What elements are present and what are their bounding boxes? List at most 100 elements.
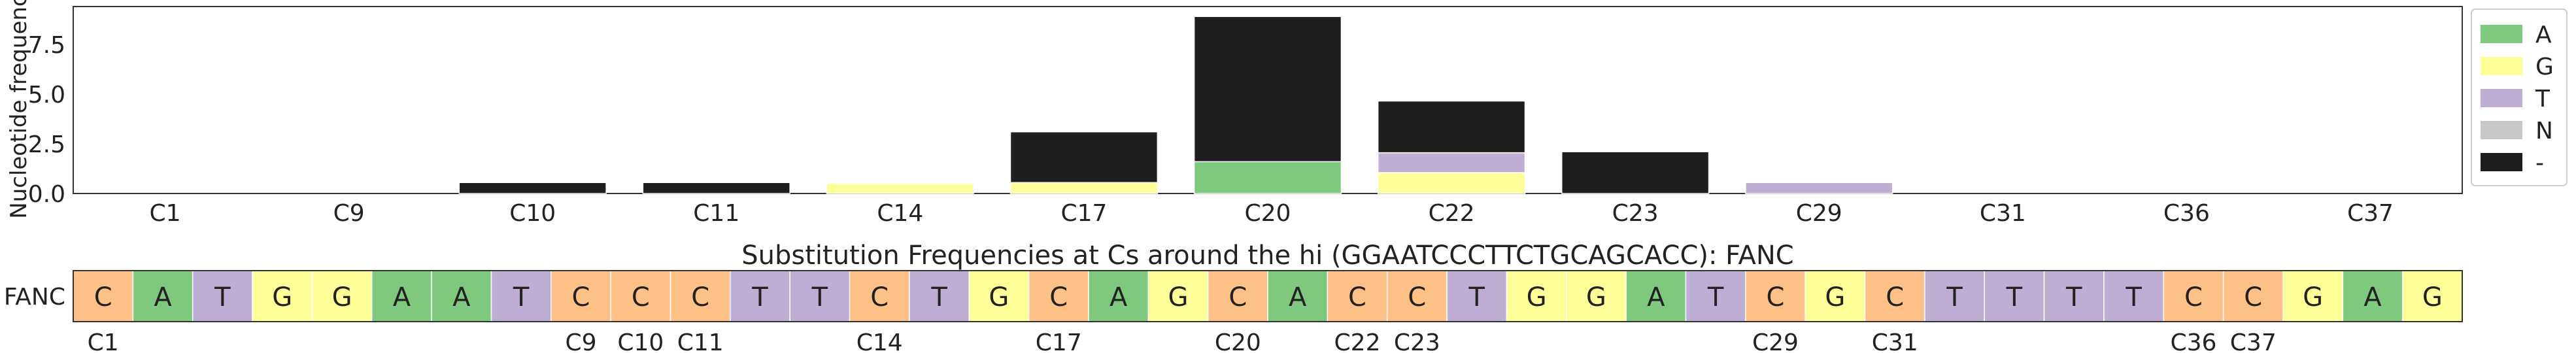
- x-tick-label: C1: [150, 200, 181, 227]
- legend-label: N: [2535, 118, 2553, 144]
- x-tick-label: C36: [2163, 200, 2210, 227]
- sequence-base-letter: A: [1110, 282, 1128, 312]
- sequence-base-letter: C: [870, 282, 889, 312]
- bar-segment-C22-T: [1377, 152, 1526, 173]
- bar-chart-panel: 0.0 2.5 5.0 7.5 Nucleotide frequency C1 C9 C1…: [6, 0, 2463, 227]
- bar-segment-C11-deletion: [642, 182, 790, 194]
- legend-swatch-A: [2481, 25, 2522, 43]
- x-tick-label: C17: [1060, 200, 1107, 227]
- sequence-base-letter: T: [811, 282, 828, 312]
- sequence-base-letter: C: [1229, 282, 1247, 312]
- sequence-position-label: C31: [1872, 329, 1918, 353]
- bar-segment-C29-T: [1745, 182, 1893, 194]
- bar-segment-C20-A: [1193, 161, 1342, 194]
- y-tick-label: 7.5: [28, 32, 65, 59]
- x-tick-label: C23: [1612, 200, 1659, 227]
- sequence-base-letter: T: [2006, 282, 2023, 312]
- sequence-position-label: C20: [1215, 329, 1261, 353]
- sequence-cell: [551, 270, 611, 322]
- legend-label: G: [2535, 54, 2554, 80]
- bar-segment-C23-deletion: [1561, 151, 1710, 194]
- sequence-position-label: C9: [565, 329, 596, 353]
- bar-segment-C22-G: [1377, 172, 1526, 194]
- sequence-frame: [73, 270, 2463, 322]
- legend-swatch-T: [2481, 89, 2522, 107]
- sequence-base-letter: G: [272, 282, 292, 312]
- sequence-position-label: C14: [856, 329, 903, 353]
- sequence-cell: [1446, 270, 1508, 322]
- sequence-base-letter: C: [1348, 282, 1366, 312]
- sequence-cell: [371, 270, 432, 322]
- sequence-base-letter: C: [94, 282, 112, 312]
- sequence-base-letter: T: [930, 282, 947, 312]
- y-tick-label: 5.0: [28, 82, 65, 109]
- sequence-base-letter: G: [2303, 282, 2323, 312]
- bar-segment-C10-deletion: [458, 182, 607, 194]
- sequence-base-letter: C: [1886, 282, 1904, 312]
- sequence-base-letter: A: [2364, 282, 2382, 312]
- sequence-base-letter: C: [572, 282, 590, 312]
- sequence-base-letter: C: [1049, 282, 1068, 312]
- legend-swatch-G: [2481, 57, 2522, 75]
- sequence-row-label: FANC: [4, 284, 65, 311]
- sequence-cell: [2342, 270, 2403, 322]
- sequence-base-letter: C: [1767, 282, 1785, 312]
- legend-label: T: [2535, 86, 2551, 112]
- sequence-base-letter: A: [1647, 282, 1665, 312]
- bar-segment-C17-G: [1009, 182, 1159, 194]
- sequence-base-letter: G: [1825, 282, 1845, 312]
- x-tick-label: C31: [1980, 200, 2026, 227]
- sequence-base-letter: A: [393, 282, 411, 312]
- legend-swatch-deletion: [2481, 153, 2522, 171]
- sequence-base-letter: G: [2422, 282, 2443, 312]
- bar-segment-C17-deletion: [1009, 131, 1159, 184]
- bar-segment-C14-G: [826, 183, 975, 194]
- sequence-base-letter: A: [452, 282, 471, 312]
- sequence-base-letter: C: [2184, 282, 2203, 312]
- x-tick-label: C29: [1796, 200, 1842, 227]
- y-axis-label: Nucleotide frequency: [6, 0, 32, 219]
- legend-label: A: [2535, 22, 2552, 48]
- bar-segment-C22-deletion: [1377, 100, 1526, 154]
- stacked-bars: [458, 16, 1893, 194]
- legend-swatch-N: [2481, 121, 2522, 139]
- sequence-base-letter: G: [1586, 282, 1606, 312]
- sequence-title: Substitution Frequencies at Cs around th…: [741, 241, 1793, 271]
- sequence-base-letter: A: [1289, 282, 1307, 312]
- sequence-position-label: C10: [617, 329, 664, 353]
- sequence-cell: [2163, 270, 2224, 322]
- sequence-base-letter: G: [989, 282, 1009, 312]
- legend-label: -: [2535, 150, 2544, 176]
- sequence-position-label: C37: [2230, 329, 2277, 353]
- x-tick-label: C14: [877, 200, 923, 227]
- sequence-position-label: C36: [2170, 329, 2216, 353]
- y-tick-label: 0.0: [28, 181, 65, 208]
- sequence-position-labels: C1 C9 C10 C11 C14 C17 C20 C22 C23 C29 C31 C36 C37: [88, 329, 2277, 353]
- sequence-base-letter: T: [214, 282, 231, 312]
- sequence-base-letter: T: [2065, 282, 2082, 312]
- sequence-base-letter: C: [632, 282, 650, 312]
- sequence-base-letter: G: [1527, 282, 1547, 312]
- y-tick-label: 2.5: [28, 131, 65, 158]
- x-tick-label: C10: [509, 200, 556, 227]
- sequence-base-letter: C: [691, 282, 709, 312]
- sequence-base-letter: G: [1168, 282, 1188, 312]
- sequence-panel: Substitution Frequencies at Cs around th…: [4, 241, 2463, 353]
- sequence-position-label: C22: [1334, 329, 1381, 353]
- y-axis-ticks: 0.0 2.5 5.0 7.5: [28, 32, 65, 208]
- sequence-base-letter: A: [154, 282, 172, 312]
- x-tick-label: C9: [333, 200, 365, 227]
- sequence-position-label: C23: [1394, 329, 1440, 353]
- sequence-base-letter: C: [2244, 282, 2262, 312]
- sequence-cell: [431, 270, 492, 322]
- sequence-cell: [1864, 270, 1925, 322]
- sequence-cell: [909, 270, 970, 322]
- sequence-cell: [311, 270, 373, 322]
- sequence-cell: [1327, 270, 1388, 322]
- sequence-cell: [669, 270, 731, 322]
- sequence-cell: [1028, 270, 1089, 322]
- sequence-cell: [610, 270, 671, 322]
- x-tick-label: C11: [693, 200, 739, 227]
